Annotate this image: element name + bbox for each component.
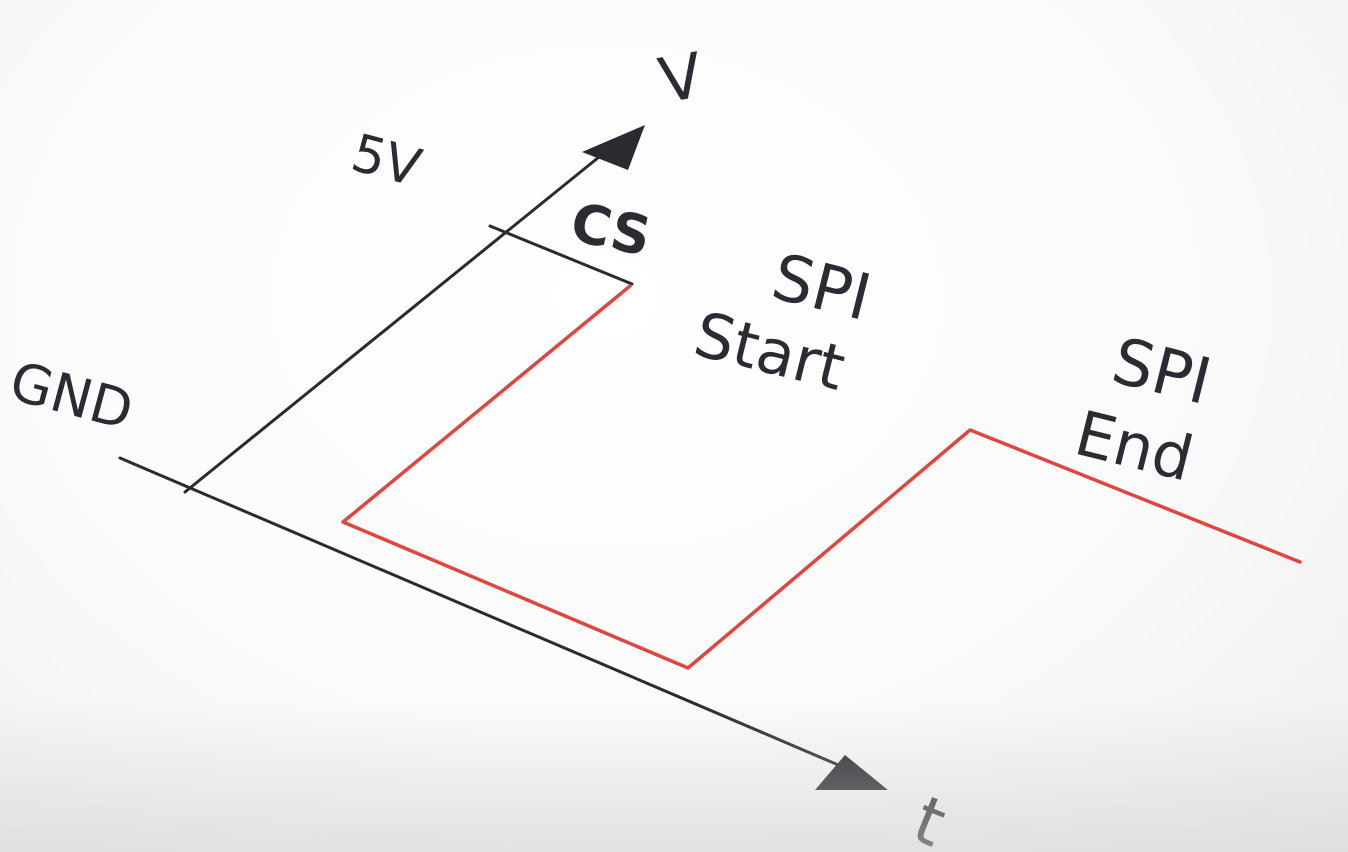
v-axis-line <box>183 138 622 494</box>
five-volt-label: 5V <box>345 123 427 199</box>
v-axis-arrowhead <box>582 125 645 170</box>
v-axis-label: V <box>654 38 708 117</box>
5v-level-line <box>488 224 634 286</box>
t-axis-line <box>118 456 852 772</box>
t-axis-label: t <box>903 781 956 852</box>
gnd-label: GND <box>4 349 140 442</box>
cs-signal-trace <box>341 284 1302 670</box>
cs-label: CS <box>565 190 656 268</box>
